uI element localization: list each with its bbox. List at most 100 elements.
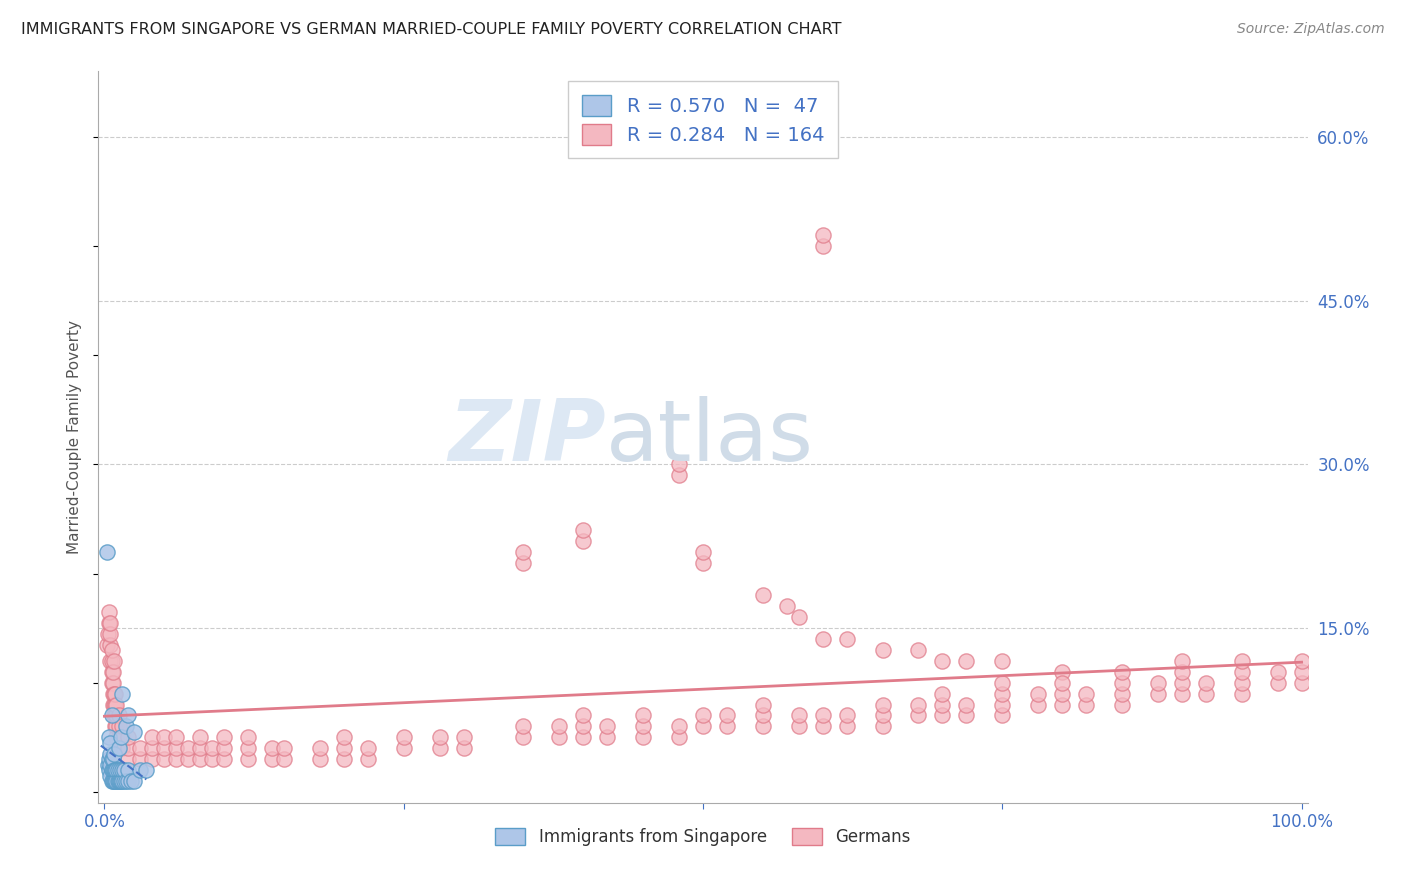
Point xyxy=(548,731,571,745)
Point xyxy=(1267,665,1289,679)
Point xyxy=(101,763,124,777)
Point xyxy=(1291,675,1313,690)
Point xyxy=(101,687,124,701)
Point xyxy=(117,752,139,766)
Point xyxy=(692,556,714,570)
Point xyxy=(111,763,134,777)
Point xyxy=(811,708,834,723)
Point xyxy=(129,752,152,766)
Point xyxy=(548,719,571,733)
Point xyxy=(236,741,259,756)
Point xyxy=(776,599,799,614)
Point xyxy=(201,741,224,756)
Point xyxy=(111,741,134,756)
Point xyxy=(907,643,929,657)
Point xyxy=(100,654,122,668)
Point xyxy=(100,626,122,640)
Point xyxy=(692,708,714,723)
Point xyxy=(103,763,125,777)
Point xyxy=(453,741,475,756)
Point xyxy=(1147,675,1170,690)
Point xyxy=(103,654,125,668)
Point xyxy=(124,724,146,739)
Point xyxy=(117,708,139,723)
Point xyxy=(117,774,139,789)
Point xyxy=(752,719,775,733)
Y-axis label: Married-Couple Family Poverty: Married-Couple Family Poverty xyxy=(67,320,83,554)
Point xyxy=(1171,675,1194,690)
Point xyxy=(1230,687,1253,701)
Point xyxy=(716,719,738,733)
Point xyxy=(212,731,235,745)
Point xyxy=(100,654,122,668)
Point xyxy=(98,731,121,745)
Point xyxy=(115,774,138,789)
Point xyxy=(107,741,129,756)
Point xyxy=(103,747,125,761)
Point xyxy=(596,719,619,733)
Point xyxy=(188,741,211,756)
Point xyxy=(333,731,356,745)
Point xyxy=(333,741,356,756)
Point xyxy=(273,741,295,756)
Point xyxy=(100,615,122,630)
Point xyxy=(129,763,152,777)
Point xyxy=(105,763,128,777)
Point xyxy=(100,757,122,772)
Point xyxy=(512,556,534,570)
Point xyxy=(117,731,139,745)
Point xyxy=(108,774,131,789)
Point xyxy=(835,719,858,733)
Point xyxy=(429,741,451,756)
Point xyxy=(631,731,654,745)
Point xyxy=(668,719,690,733)
Point xyxy=(1050,687,1073,701)
Point xyxy=(1050,698,1073,712)
Point xyxy=(188,752,211,766)
Point xyxy=(107,719,129,733)
Point xyxy=(1171,687,1194,701)
Point xyxy=(111,687,134,701)
Point xyxy=(668,731,690,745)
Point xyxy=(1111,665,1133,679)
Point xyxy=(1074,698,1097,712)
Point xyxy=(100,763,122,777)
Point xyxy=(101,665,124,679)
Point xyxy=(107,774,129,789)
Point xyxy=(1171,654,1194,668)
Point xyxy=(96,638,118,652)
Point xyxy=(872,643,894,657)
Point xyxy=(572,731,595,745)
Point xyxy=(955,698,977,712)
Point xyxy=(931,687,953,701)
Point xyxy=(931,654,953,668)
Point xyxy=(572,708,595,723)
Point xyxy=(100,708,122,723)
Point xyxy=(98,763,121,777)
Point xyxy=(668,458,690,472)
Point xyxy=(117,763,139,777)
Point xyxy=(98,615,121,630)
Point xyxy=(273,752,295,766)
Point xyxy=(596,731,619,745)
Point xyxy=(129,741,152,756)
Point xyxy=(512,719,534,733)
Point xyxy=(1026,687,1049,701)
Point xyxy=(692,719,714,733)
Text: atlas: atlas xyxy=(606,395,814,479)
Point xyxy=(107,763,129,777)
Point xyxy=(100,774,122,789)
Point xyxy=(104,719,127,733)
Point xyxy=(104,698,127,712)
Point xyxy=(631,719,654,733)
Point xyxy=(872,698,894,712)
Point xyxy=(201,752,224,766)
Point xyxy=(1230,654,1253,668)
Point xyxy=(104,687,127,701)
Point xyxy=(572,523,595,537)
Point xyxy=(309,741,332,756)
Legend: Immigrants from Singapore, Germans: Immigrants from Singapore, Germans xyxy=(489,822,917,853)
Point xyxy=(872,719,894,733)
Point xyxy=(111,731,134,745)
Point xyxy=(991,687,1014,701)
